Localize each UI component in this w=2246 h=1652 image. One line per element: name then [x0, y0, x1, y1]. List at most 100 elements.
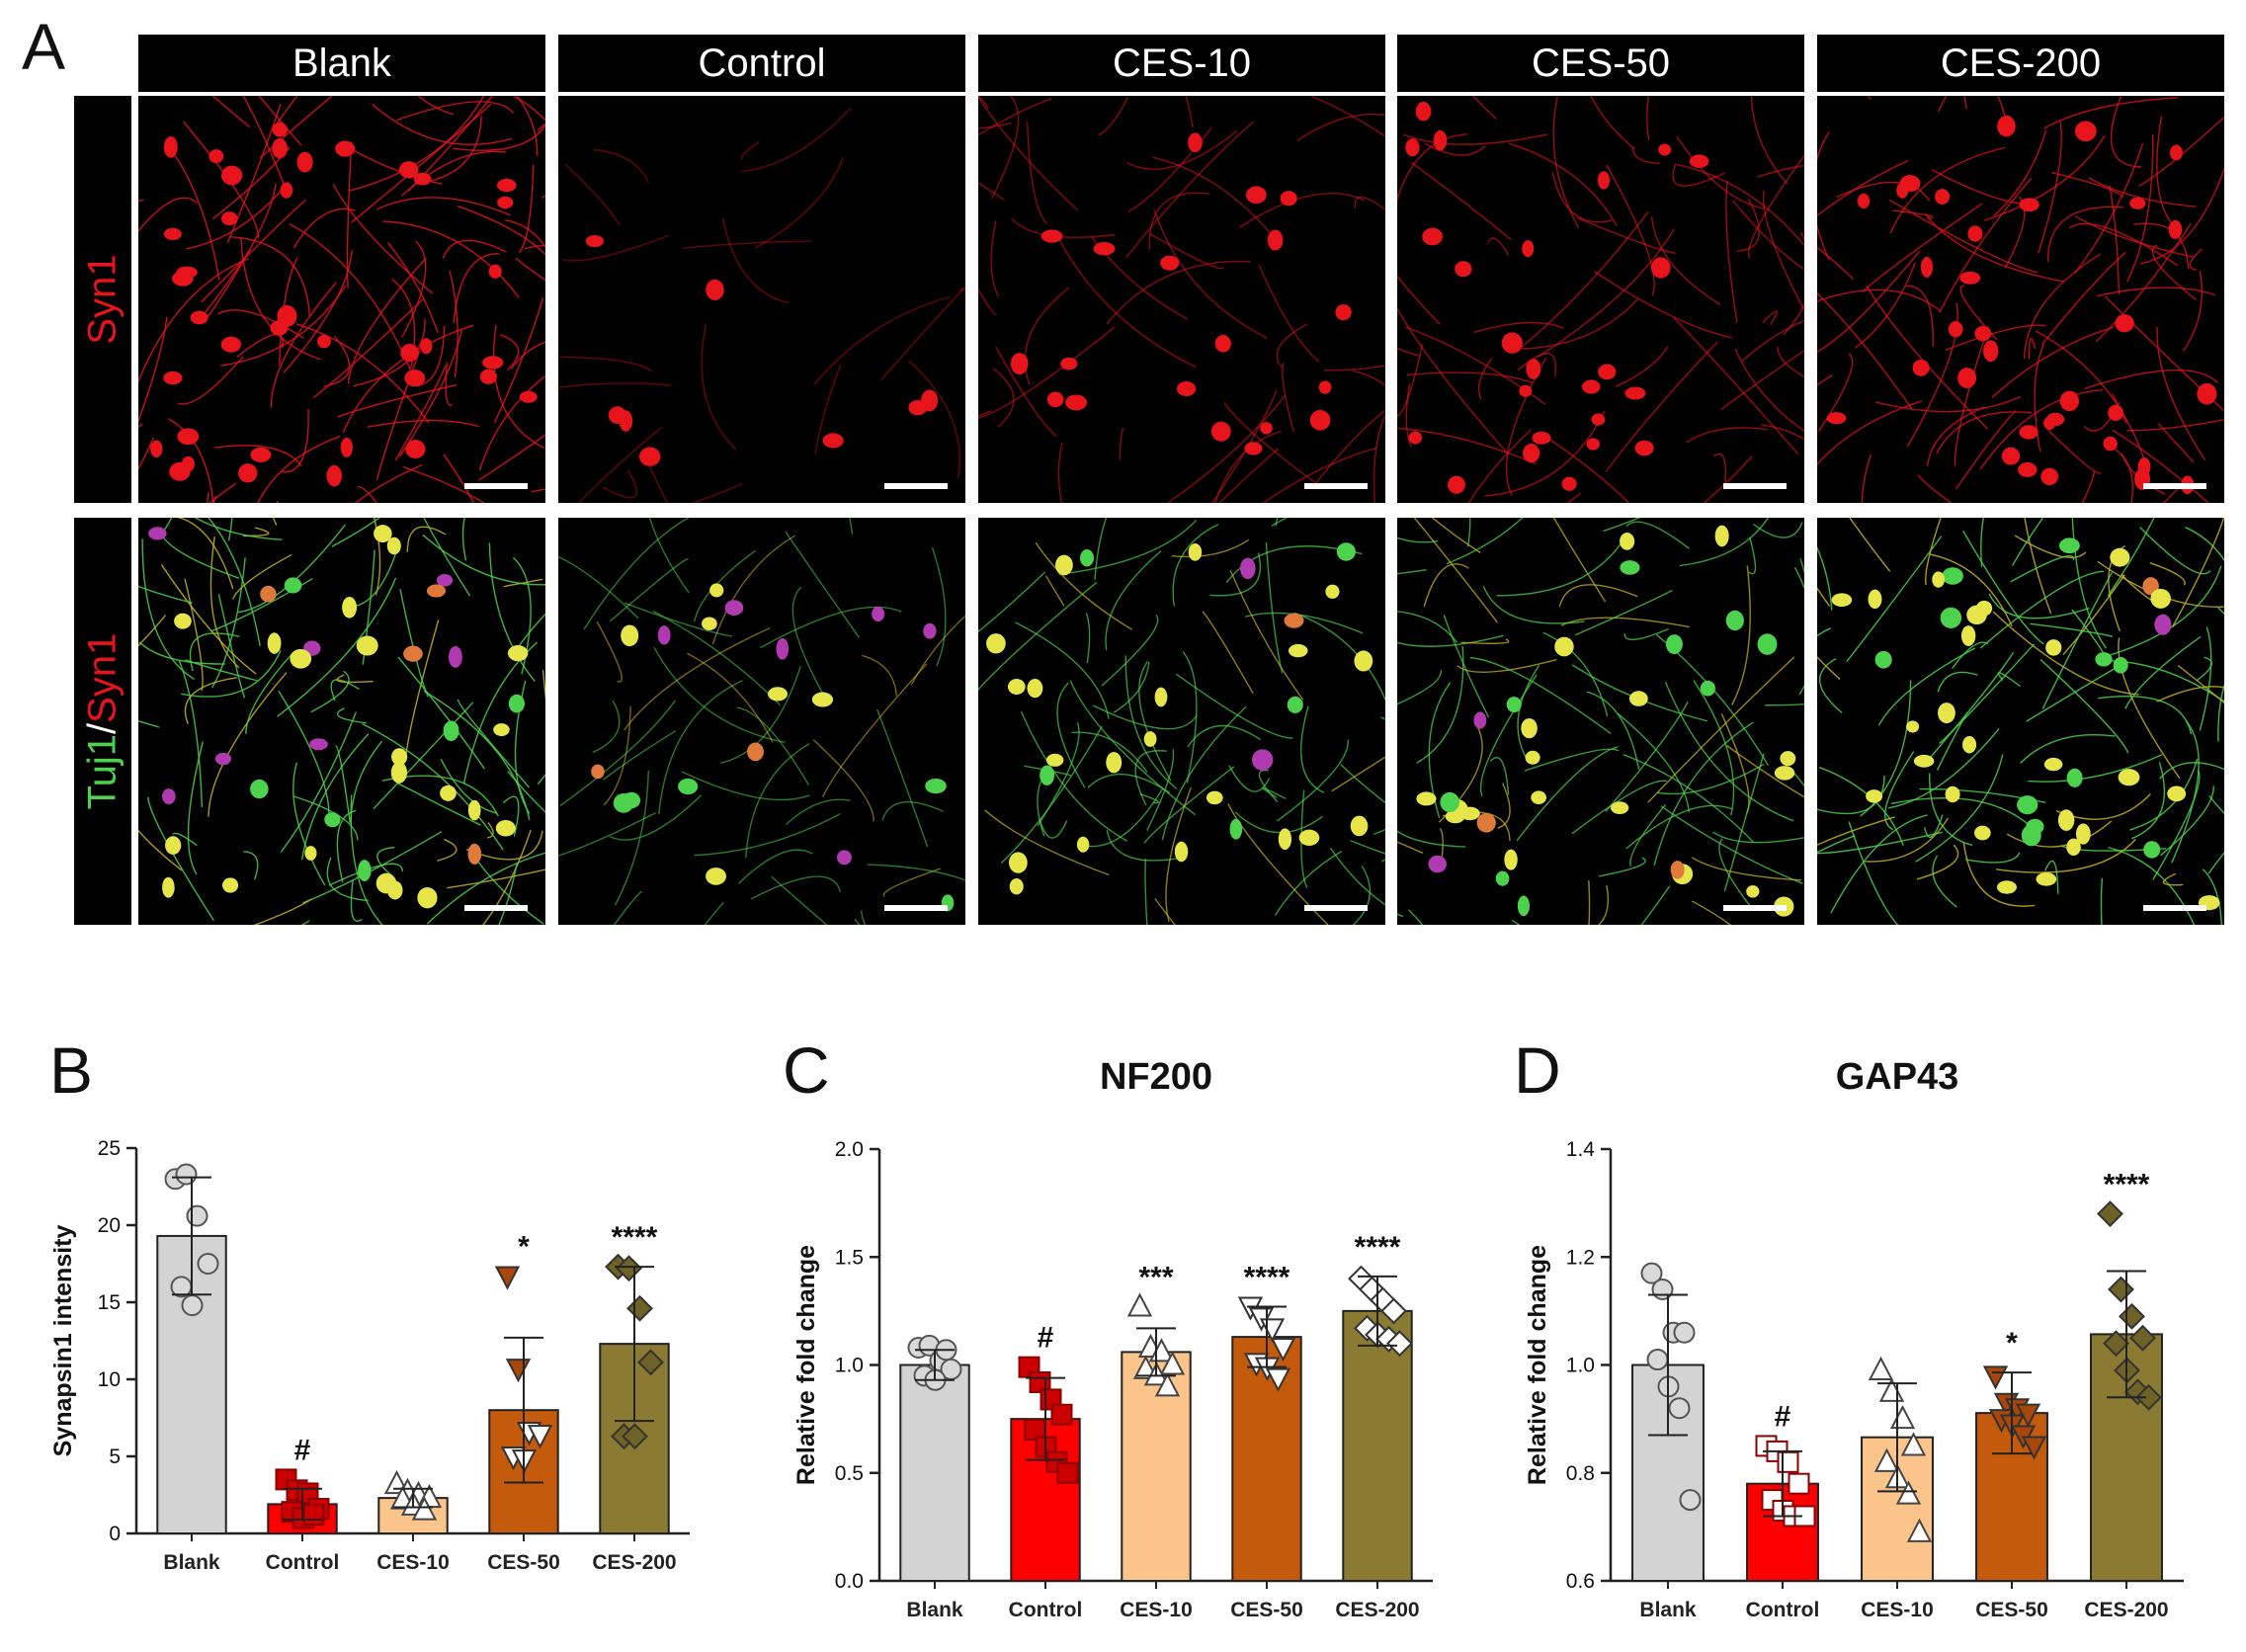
cell-body — [776, 637, 790, 660]
neurite — [442, 239, 507, 259]
y-tick-label: 0.8 — [1566, 1462, 1595, 1485]
cell-body — [1318, 380, 1332, 394]
scale-bar — [884, 483, 948, 489]
neurite — [2126, 134, 2154, 283]
y-tick-label: 0.5 — [835, 1462, 864, 1485]
neurite — [1676, 135, 1765, 209]
neurite — [1209, 552, 1261, 597]
neurite — [1997, 96, 2006, 117]
neurite — [1119, 428, 1124, 460]
neurite — [1817, 246, 1854, 280]
neurite — [2126, 419, 2224, 432]
cell-body — [482, 356, 504, 370]
neurite — [453, 124, 545, 151]
neurite — [167, 418, 214, 503]
cell-body — [1008, 852, 1028, 873]
neurite — [2107, 565, 2222, 657]
neurite — [1496, 542, 1622, 597]
cell-body — [1906, 720, 1920, 733]
neurite — [1397, 132, 1467, 203]
neurite — [138, 197, 198, 232]
neurite — [984, 809, 1110, 876]
cell-body — [220, 165, 243, 186]
neurite — [1846, 536, 1943, 663]
neurite — [1397, 634, 1504, 647]
micrograph-merge-control — [558, 518, 965, 925]
neurite — [270, 282, 337, 408]
neurite — [1750, 96, 1788, 185]
neurite — [138, 641, 225, 665]
neurite — [1397, 913, 1404, 918]
cell-body — [2019, 198, 2039, 212]
neurite — [1817, 775, 1885, 815]
neurite — [1026, 121, 1048, 225]
neurite — [1622, 754, 1754, 843]
neurite — [1925, 518, 1942, 586]
cell-body — [1405, 138, 1420, 157]
neurite — [2162, 477, 2189, 503]
neurite — [741, 107, 852, 173]
neurite — [1124, 655, 1178, 789]
cell-body — [284, 577, 302, 594]
neurite — [1397, 611, 1458, 643]
neurite — [1037, 781, 1045, 837]
neurite — [1777, 346, 1804, 378]
neurite — [1258, 769, 1279, 803]
y-tick-label: 1.0 — [835, 1355, 864, 1377]
cell-body — [1960, 625, 1976, 646]
cell-body — [1519, 384, 1533, 397]
neurite — [1020, 711, 1128, 842]
neurite — [461, 518, 467, 561]
cell-body — [1009, 877, 1024, 895]
cell-body — [326, 464, 342, 487]
cell-body — [148, 527, 167, 540]
cell-body — [1350, 815, 1369, 837]
neurite — [1720, 349, 1804, 411]
cell-body — [1244, 442, 1263, 455]
neurite — [182, 121, 260, 238]
cell-body — [165, 836, 182, 855]
neurite — [1024, 287, 1070, 385]
row-label-syn1: Syn1 — [74, 96, 131, 503]
data-point — [1651, 1279, 1674, 1301]
cell-body — [426, 584, 447, 598]
neurite — [1547, 438, 1630, 503]
neurite — [163, 518, 173, 532]
neurite — [1817, 831, 1943, 855]
neurite — [1166, 395, 1286, 503]
neurite — [2041, 251, 2126, 345]
cell-body — [1940, 607, 1962, 628]
cell-body — [342, 596, 358, 619]
cell-body — [2074, 121, 2097, 142]
neurite — [2020, 734, 2116, 764]
neurite — [978, 410, 992, 418]
neurite — [1862, 203, 1983, 292]
neurite — [1962, 842, 2036, 907]
neurite — [226, 104, 282, 244]
neurite — [1262, 447, 1377, 503]
data-point — [411, 1496, 438, 1521]
cell-body — [1526, 359, 1541, 379]
neurite — [1171, 538, 1250, 558]
neurite — [2162, 872, 2184, 886]
neurite — [457, 699, 531, 788]
neurite — [1057, 442, 1063, 503]
column-header-blank: Blank — [138, 35, 545, 92]
neurite — [331, 518, 381, 547]
neurite — [867, 864, 965, 881]
neurite — [978, 288, 998, 315]
neurite — [1916, 844, 1959, 880]
x-tick-label: CES-50 — [1975, 1599, 2048, 1621]
panel-a-label: A — [22, 10, 66, 83]
neurite — [2139, 167, 2224, 265]
neurite — [736, 706, 809, 785]
neurite — [2051, 171, 2124, 198]
data-point — [181, 1294, 204, 1317]
cell-body — [1945, 785, 1960, 803]
neurite — [1185, 96, 1194, 127]
neurite — [592, 700, 621, 754]
neurite — [1380, 859, 1385, 863]
neurite — [138, 257, 249, 383]
neurite — [1993, 130, 2047, 216]
